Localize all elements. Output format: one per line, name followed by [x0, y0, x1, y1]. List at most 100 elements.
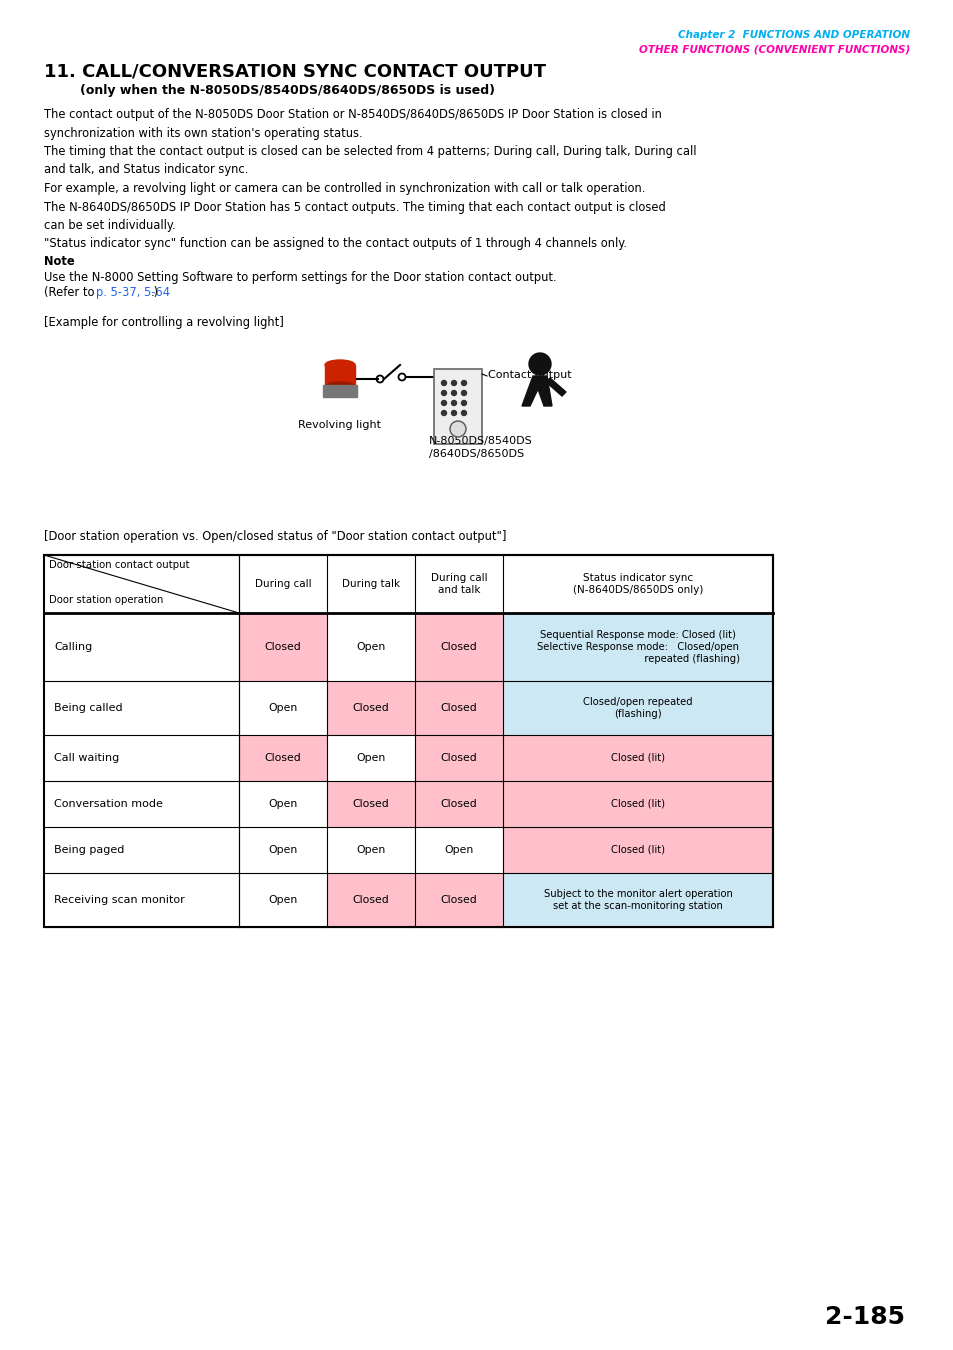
Text: Calling: Calling [54, 643, 92, 652]
Text: Open: Open [268, 703, 297, 713]
Bar [415, 680, 502, 734]
Circle shape [451, 381, 456, 386]
Circle shape [441, 381, 446, 386]
Circle shape [451, 390, 456, 396]
Bar [502, 782, 772, 828]
Text: Call waiting: Call waiting [54, 753, 119, 763]
Bar [239, 782, 327, 828]
Bar [327, 873, 415, 927]
Bar [327, 828, 415, 873]
Text: Closed: Closed [353, 895, 389, 905]
Polygon shape [521, 377, 552, 406]
Text: Door station operation: Door station operation [49, 595, 163, 605]
Text: During call
and talk: During call and talk [430, 572, 487, 595]
Circle shape [441, 410, 446, 416]
Text: Closed: Closed [440, 753, 476, 763]
Text: p. 5-37, 5-64: p. 5-37, 5-64 [96, 286, 170, 298]
Text: [Example for controlling a revolving light]: [Example for controlling a revolving lig… [44, 316, 284, 329]
Bar [44, 828, 239, 873]
Bar [44, 555, 772, 927]
Bar [434, 369, 481, 444]
Circle shape [441, 401, 446, 405]
Circle shape [450, 421, 465, 437]
Text: Status indicator sync
(N-8640DS/8650DS only): Status indicator sync (N-8640DS/8650DS o… [572, 572, 702, 595]
Ellipse shape [325, 382, 355, 391]
Bar [44, 613, 239, 680]
Bar [44, 555, 772, 613]
Text: Open: Open [268, 799, 297, 809]
Bar [44, 734, 239, 782]
Text: Receiving scan monitor: Receiving scan monitor [54, 895, 185, 905]
Text: During talk: During talk [341, 579, 399, 589]
Circle shape [529, 352, 551, 375]
Text: 2-185: 2-185 [824, 1305, 904, 1328]
Text: Subject to the monitor alert operation
set at the scan-monitoring station: Subject to the monitor alert operation s… [543, 888, 732, 911]
Text: Open: Open [356, 845, 385, 855]
Text: Open: Open [444, 845, 473, 855]
Text: Closed: Closed [264, 753, 301, 763]
Text: Closed: Closed [440, 799, 476, 809]
Circle shape [451, 410, 456, 416]
Bar [415, 873, 502, 927]
Bar [502, 613, 772, 680]
Bar [502, 734, 772, 782]
Text: Closed (lit): Closed (lit) [610, 799, 664, 809]
Bar [44, 782, 239, 828]
Text: Chapter 2  FUNCTIONS AND OPERATION: Chapter 2 FUNCTIONS AND OPERATION [678, 30, 909, 40]
Text: Closed: Closed [353, 703, 389, 713]
Text: Closed: Closed [440, 643, 476, 652]
Bar [327, 782, 415, 828]
Text: Conversation mode: Conversation mode [54, 799, 163, 809]
Bar [327, 734, 415, 782]
Text: .): .) [151, 286, 159, 298]
Bar [502, 873, 772, 927]
Text: The contact output of the N-8050DS Door Station or N-8540DS/8640DS/8650DS IP Doo: The contact output of the N-8050DS Door … [44, 108, 696, 251]
Text: Sequential Response mode: Closed (lit)
Selective Response mode:   Closed/open
  : Sequential Response mode: Closed (lit) S… [535, 629, 740, 664]
Bar [323, 385, 356, 397]
Text: OTHER FUNCTIONS (CONVENIENT FUNCTIONS): OTHER FUNCTIONS (CONVENIENT FUNCTIONS) [639, 45, 909, 54]
Bar [415, 782, 502, 828]
Circle shape [451, 401, 456, 405]
Bar [502, 828, 772, 873]
Bar [325, 364, 355, 387]
Bar [327, 613, 415, 680]
Text: Open: Open [268, 895, 297, 905]
Bar [327, 680, 415, 734]
Circle shape [461, 410, 466, 416]
Text: Closed: Closed [440, 703, 476, 713]
Text: During call: During call [254, 579, 311, 589]
Text: N-8050DS/8540DS
/8640DS/8650DS: N-8050DS/8540DS /8640DS/8650DS [429, 436, 532, 459]
Text: Closed: Closed [353, 799, 389, 809]
Text: [Door station operation vs. Open/closed status of "Door station contact output"]: [Door station operation vs. Open/closed … [44, 531, 506, 543]
Text: Closed (lit): Closed (lit) [610, 845, 664, 855]
Text: Note: Note [44, 255, 74, 269]
Bar [239, 680, 327, 734]
Text: Use the N-8000 Setting Software to perform settings for the Door station contact: Use the N-8000 Setting Software to perfo… [44, 271, 556, 284]
Bar [239, 613, 327, 680]
Bar [44, 680, 239, 734]
Text: Closed (lit): Closed (lit) [610, 753, 664, 763]
Text: (Refer to: (Refer to [44, 286, 98, 298]
Polygon shape [545, 378, 565, 396]
Bar [502, 680, 772, 734]
Bar [415, 828, 502, 873]
Text: Being called: Being called [54, 703, 123, 713]
Text: Being paged: Being paged [54, 845, 124, 855]
Circle shape [461, 381, 466, 386]
Bar [44, 873, 239, 927]
Bar [415, 613, 502, 680]
Text: Door station contact output: Door station contact output [49, 560, 190, 570]
Text: Closed/open repeated
(flashing): Closed/open repeated (flashing) [582, 697, 692, 720]
Text: Open: Open [356, 643, 385, 652]
Circle shape [461, 401, 466, 405]
Circle shape [461, 390, 466, 396]
Text: Closed: Closed [264, 643, 301, 652]
Bar [239, 828, 327, 873]
Ellipse shape [325, 360, 355, 370]
Bar [239, 873, 327, 927]
Circle shape [441, 390, 446, 396]
Text: 11. CALL/CONVERSATION SYNC CONTACT OUTPUT: 11. CALL/CONVERSATION SYNC CONTACT OUTPU… [44, 62, 545, 80]
Text: Open: Open [356, 753, 385, 763]
Bar [239, 734, 327, 782]
Text: Open: Open [268, 845, 297, 855]
